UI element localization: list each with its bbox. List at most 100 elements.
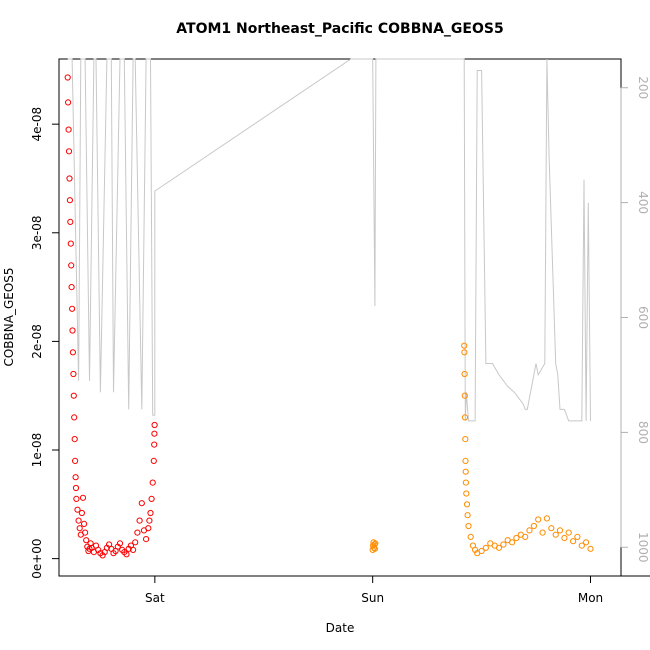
data-point-series-1 bbox=[72, 474, 79, 481]
data-point-series-2 bbox=[508, 539, 516, 546]
data-point-series-1 bbox=[66, 175, 73, 182]
data-point-series-2 bbox=[465, 522, 472, 530]
y-tick-label: 1e-08 bbox=[30, 433, 44, 468]
data-point-series-1 bbox=[65, 148, 73, 155]
data-point-series-2 bbox=[574, 533, 581, 541]
data-point-series-2 bbox=[587, 545, 594, 552]
data-point-series-1 bbox=[146, 517, 153, 524]
data-point-series-1 bbox=[134, 529, 141, 536]
y-tick-label: 3e-08 bbox=[30, 215, 44, 250]
data-point-series-1 bbox=[78, 509, 86, 517]
data-point-series-2 bbox=[462, 436, 469, 443]
data-point-series-1 bbox=[73, 495, 80, 502]
axes-layer: SatSunMonTue0e+001e-082e-083e-084e-08200… bbox=[30, 76, 650, 605]
data-point-series-2 bbox=[372, 540, 379, 547]
data-point-series-2 bbox=[570, 538, 577, 545]
data-point-series-1 bbox=[76, 525, 83, 532]
data-point-series-2 bbox=[556, 527, 564, 534]
data-point-series-2 bbox=[548, 525, 555, 532]
data-point-series-2 bbox=[482, 544, 489, 551]
data-point-series-2 bbox=[463, 490, 470, 497]
data-point-series-1 bbox=[71, 436, 78, 443]
data-point-series-2 bbox=[467, 533, 474, 541]
data-point-series-2 bbox=[522, 533, 529, 541]
y2-tick-label: 1000 bbox=[636, 532, 650, 563]
x-tick-label: Mon bbox=[578, 591, 603, 605]
data-point-series-1 bbox=[130, 546, 137, 554]
data-point-series-1 bbox=[123, 551, 130, 558]
data-point-series-2 bbox=[530, 522, 538, 530]
x-axis-label: Date bbox=[326, 621, 355, 635]
y2-tick-label: 600 bbox=[636, 306, 650, 329]
y2-tick-label: 400 bbox=[636, 191, 650, 214]
data-point-series-1 bbox=[65, 99, 72, 106]
data-point-series-2 bbox=[495, 544, 503, 551]
pressure-line-layer bbox=[67, 58, 591, 422]
x-tick-label: Sat bbox=[145, 591, 165, 605]
data-point-series-2 bbox=[543, 515, 551, 522]
data-point-series-1 bbox=[68, 284, 75, 291]
data-point-series-1 bbox=[138, 500, 145, 507]
data-point-series-1 bbox=[79, 494, 87, 501]
data-point-series-2 bbox=[552, 531, 559, 538]
data-point-series-2 bbox=[500, 541, 507, 548]
x-tick-label: Sun bbox=[361, 591, 384, 605]
data-point-series-2 bbox=[478, 547, 485, 555]
data-point-series-1 bbox=[69, 305, 76, 312]
data-point-series-1 bbox=[87, 540, 94, 547]
data-point-series-1 bbox=[71, 414, 78, 421]
data-point-series-2 bbox=[583, 539, 590, 546]
data-point-series-1 bbox=[65, 126, 72, 133]
data-point-series-1 bbox=[72, 484, 80, 492]
data-point-series-1 bbox=[70, 370, 77, 378]
data-point-series-1 bbox=[74, 506, 81, 513]
data-point-series-2 bbox=[561, 534, 568, 542]
data-point-series-2 bbox=[535, 516, 542, 523]
points-layer bbox=[64, 74, 594, 559]
y2-tick-label: 800 bbox=[636, 421, 650, 444]
data-point-series-2 bbox=[464, 512, 471, 519]
data-point-series-2 bbox=[461, 342, 468, 349]
data-point-series-1 bbox=[83, 537, 90, 544]
data-point-series-2 bbox=[463, 501, 471, 508]
data-point-series-1 bbox=[75, 517, 82, 524]
data-point-series-2 bbox=[513, 534, 520, 542]
data-point-series-2 bbox=[461, 349, 468, 356]
data-point-series-1 bbox=[150, 457, 157, 464]
data-point-series-1 bbox=[132, 539, 139, 546]
y-tick-label: 0e+00 bbox=[30, 538, 44, 578]
data-point-series-2 bbox=[461, 392, 468, 399]
y-tick-label: 4e-08 bbox=[30, 107, 44, 142]
y-tick-label: 2e-08 bbox=[30, 324, 44, 359]
data-point-series-1 bbox=[149, 479, 156, 486]
data-point-series-2 bbox=[461, 414, 469, 421]
data-point-series-1 bbox=[64, 74, 71, 81]
data-point-series-1 bbox=[68, 262, 75, 269]
data-point-series-1 bbox=[116, 540, 124, 547]
data-point-series-1 bbox=[72, 457, 79, 464]
data-point-series-2 bbox=[565, 529, 572, 536]
data-point-series-1 bbox=[151, 421, 158, 429]
data-point-series-1 bbox=[143, 536, 150, 543]
data-point-series-1 bbox=[136, 517, 143, 524]
pressure-line bbox=[67, 58, 591, 422]
data-point-series-2 bbox=[578, 542, 585, 549]
data-point-series-2 bbox=[462, 468, 469, 475]
y2-tick-label: 200 bbox=[636, 76, 650, 99]
data-point-series-2 bbox=[462, 479, 469, 486]
data-point-series-2 bbox=[539, 529, 546, 536]
data-point-series-1 bbox=[69, 327, 76, 334]
data-point-series-1 bbox=[148, 495, 155, 502]
data-point-series-1 bbox=[145, 525, 152, 532]
y-axis-label: COBBNA_GEOS5 bbox=[2, 267, 16, 366]
data-point-series-2 bbox=[461, 370, 468, 378]
data-point-series-2 bbox=[462, 457, 469, 464]
data-point-series-1 bbox=[82, 529, 89, 536]
data-point-series-1 bbox=[69, 349, 77, 356]
data-point-series-2 bbox=[526, 527, 533, 534]
data-point-series-2 bbox=[371, 541, 378, 548]
data-point-series-1 bbox=[151, 430, 158, 437]
chart-title: ATOM1 Northeast_Pacific COBBNA_GEOS5 bbox=[176, 21, 503, 37]
data-point-series-1 bbox=[81, 520, 88, 528]
